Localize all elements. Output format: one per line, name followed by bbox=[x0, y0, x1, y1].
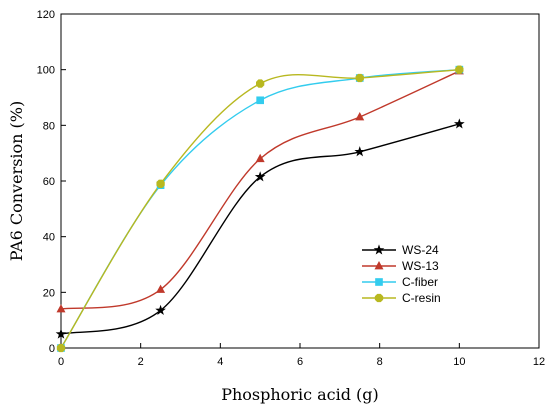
legend-label: C-fiber bbox=[402, 275, 438, 289]
data-point-c-resin bbox=[256, 79, 265, 88]
data-point-c-resin bbox=[56, 343, 66, 353]
x-tick-label: 6 bbox=[297, 356, 303, 368]
x-tick-label: 2 bbox=[138, 356, 144, 368]
y-tick-label: 120 bbox=[37, 9, 55, 21]
legend-label: WS-13 bbox=[402, 259, 439, 273]
data-point-c-resin bbox=[156, 179, 165, 188]
data-point-ws-13 bbox=[156, 284, 166, 293]
data-point-c-resin bbox=[455, 65, 464, 74]
y-tick-label: 60 bbox=[43, 176, 55, 188]
y-tick-label: 40 bbox=[43, 232, 55, 244]
data-point-c-fiber bbox=[256, 96, 264, 105]
x-tick-label: 4 bbox=[217, 356, 223, 368]
series-markers bbox=[55, 65, 465, 353]
x-axis-title: Phosphoric acid (g) bbox=[221, 385, 379, 404]
data-point-c-resin bbox=[355, 73, 364, 83]
y-axis-title: PA6 Conversion (%) bbox=[7, 101, 26, 262]
y-tick-label: 80 bbox=[43, 120, 55, 132]
series-line-c-resin bbox=[60, 68, 460, 349]
legend-label: C-resin bbox=[402, 291, 441, 305]
series-line-ws-13 bbox=[60, 70, 460, 310]
legend-marker bbox=[374, 293, 384, 303]
legend-marker bbox=[374, 261, 384, 270]
x-tick-label: 0 bbox=[58, 356, 64, 368]
series-lines bbox=[60, 68, 460, 349]
legend-marker bbox=[375, 278, 383, 286]
legend-marker bbox=[373, 244, 385, 255]
data-point-ws-13 bbox=[355, 112, 365, 121]
series-line-ws-24 bbox=[60, 123, 460, 335]
data-point-ws-24 bbox=[354, 146, 366, 157]
data-point-ws-24 bbox=[453, 118, 465, 129]
legend-label: WS-24 bbox=[402, 243, 439, 257]
y-tick-label: 100 bbox=[37, 65, 55, 77]
y-tick-label: 20 bbox=[43, 287, 55, 299]
x-tick-label: 8 bbox=[377, 356, 383, 368]
legend: WS-24 WS-13 C-fiber C-resin bbox=[362, 243, 441, 305]
y-tick-label: 0 bbox=[49, 343, 55, 355]
x-tick-label: 10 bbox=[453, 356, 465, 368]
data-point-ws-24 bbox=[254, 171, 266, 182]
data-point-ws-24 bbox=[55, 328, 67, 339]
data-point-ws-13 bbox=[255, 153, 265, 163]
x-tick-label: 12 bbox=[533, 356, 545, 368]
data-point-ws-24 bbox=[155, 304, 166, 315]
plot-frame bbox=[60, 13, 540, 349]
data-point-ws-13 bbox=[56, 304, 66, 313]
